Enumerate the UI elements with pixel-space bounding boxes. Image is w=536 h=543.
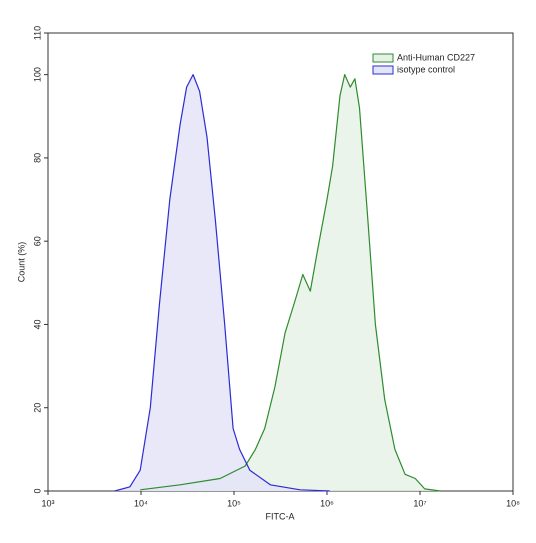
x-tick-label: 10⁴ [134, 498, 148, 508]
x-tick-label: 10³ [41, 498, 54, 508]
y-tick-label: 100 [32, 67, 42, 82]
y-tick-label: 110 [32, 26, 42, 40]
legend-swatch [372, 53, 394, 63]
y-axis-label: Count (%) [16, 242, 26, 283]
x-axis-label: FITC-A [266, 511, 295, 521]
area-fill [114, 74, 330, 491]
legend-swatch [372, 65, 394, 75]
area-fill [140, 74, 441, 491]
x-tick-label: 10⁶ [320, 498, 334, 508]
y-tick-label: 80 [32, 153, 42, 163]
histogram-line [140, 74, 441, 492]
x-tick-label: 10⁷ [413, 498, 426, 508]
legend-label: Anti-Human CD227 [397, 52, 475, 62]
x-tick-label: 10⁸ [506, 498, 520, 508]
y-tick-label: 20 [32, 403, 42, 413]
y-tick-label: 0 [32, 488, 42, 493]
legend-label: isotype control [397, 64, 455, 74]
x-tick-label: 10⁵ [227, 498, 241, 508]
histogram-line [114, 74, 330, 492]
y-tick-label: 40 [32, 319, 42, 329]
y-tick-label: 60 [32, 236, 42, 246]
